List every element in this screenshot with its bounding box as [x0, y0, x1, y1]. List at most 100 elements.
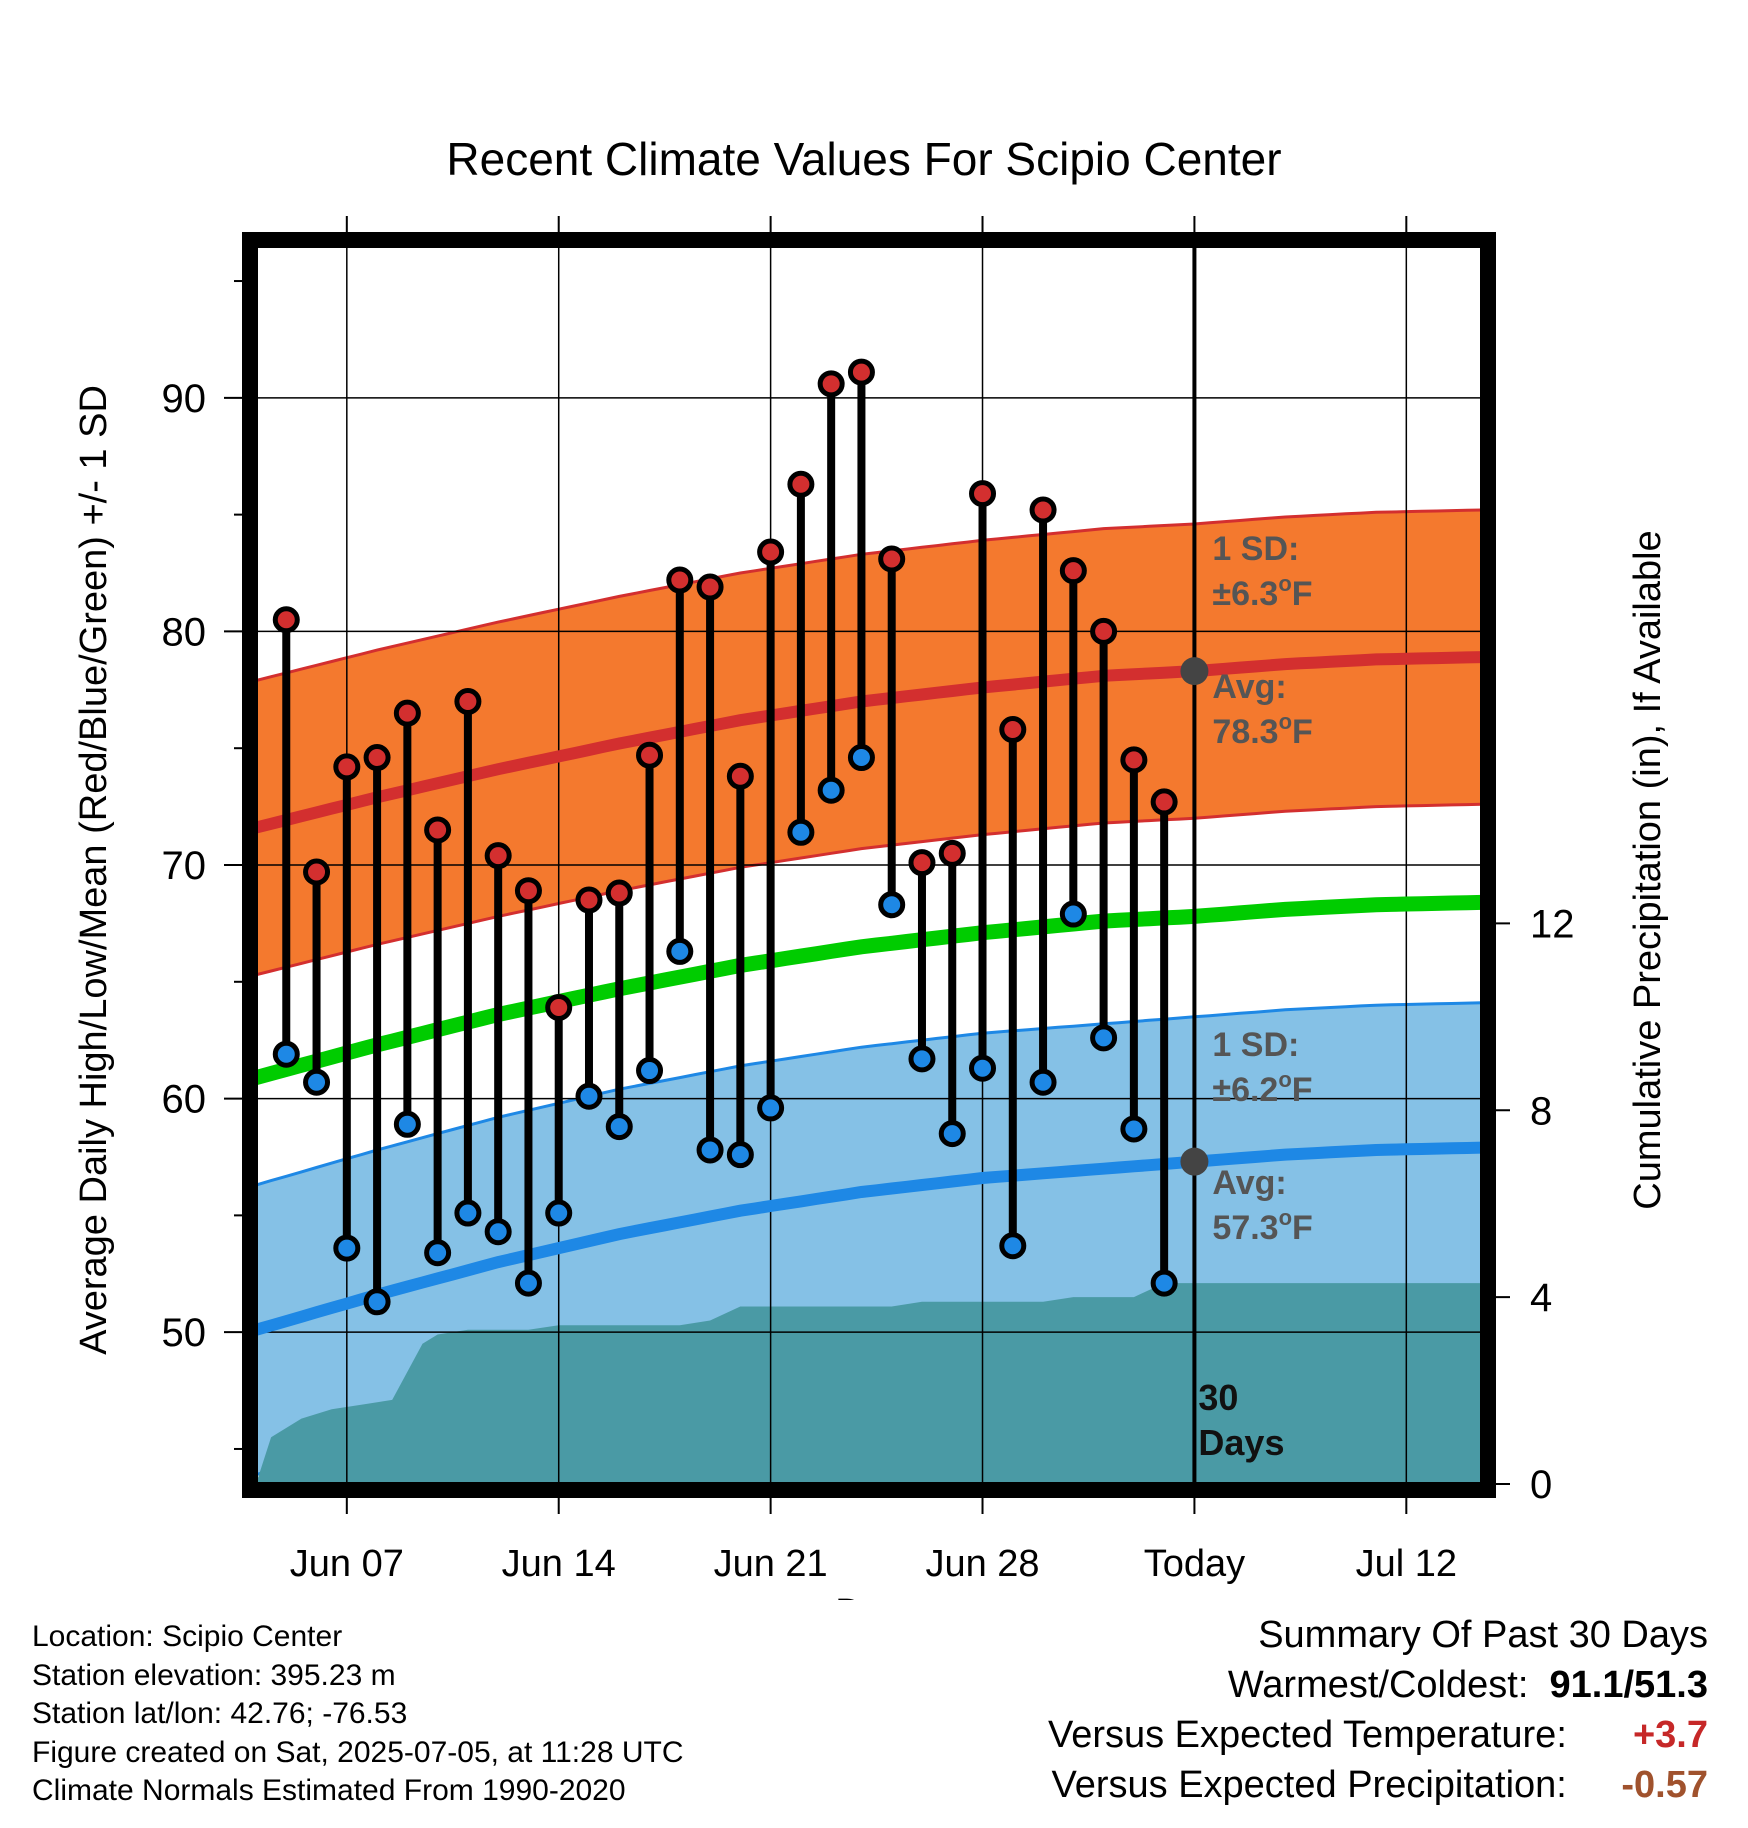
low-point	[938, 1120, 966, 1148]
low-point	[272, 1040, 300, 1068]
low-point	[1059, 900, 1087, 928]
precip-tick-label: 12	[1530, 902, 1575, 946]
x-tick-label: Jun 07	[290, 1543, 404, 1585]
summary-title: Summary Of Past 30 Days	[1258, 1614, 1708, 1656]
x-axis-label: Day	[835, 1592, 903, 1600]
low-point	[484, 1218, 512, 1246]
precip-value: -0.57	[1621, 1764, 1708, 1806]
x-tick-label: Jun 28	[925, 1543, 1039, 1585]
high-point	[303, 858, 331, 886]
station-info: Location: Scipio Center Station elevatio…	[32, 1618, 684, 1811]
high-sd-label: 1 SD:	[1212, 530, 1299, 568]
high-point	[575, 886, 603, 914]
high-point	[424, 816, 452, 844]
warm-cold-row: Warmest/Coldest: 91.1/51.3	[1048, 1660, 1708, 1710]
latlon-text: Station lat/lon: 42.76; -76.53	[32, 1697, 408, 1730]
low-point	[1029, 1068, 1057, 1096]
low-point	[575, 1082, 603, 1110]
y-axis-label-right: Cumulative Precipitation (in), If Availa…	[1627, 530, 1669, 1209]
low-point	[303, 1068, 331, 1096]
precip-row: Versus Expected Precipitation: -0.57	[1048, 1760, 1708, 1810]
high-avg-line	[256, 651, 1482, 834]
high-point	[393, 699, 421, 727]
low-sd-value: ±6.2oF	[1212, 1067, 1312, 1109]
low-point	[363, 1288, 391, 1316]
high-point	[817, 370, 845, 398]
low-point	[454, 1199, 482, 1227]
high-avg-value: 78.3oF	[1212, 709, 1312, 751]
low-avg-label: Avg:	[1212, 1164, 1286, 1202]
low-avg-value: 57.3oF	[1212, 1205, 1312, 1247]
low-point	[424, 1239, 452, 1267]
high-sd-lower-line	[256, 802, 1482, 977]
precip-area	[256, 1283, 1482, 1484]
today-low-marker	[1180, 1147, 1209, 1176]
high-point	[1090, 617, 1118, 645]
high-point	[484, 842, 512, 870]
x-tick-label: Jul 12	[1356, 1543, 1457, 1585]
y-tick-label: 80	[162, 610, 207, 654]
high-point	[999, 716, 1027, 744]
location-text: Location: Scipio Center	[32, 1620, 343, 1653]
normals-text: Climate Normals Estimated From 1990-2020	[32, 1774, 626, 1807]
low-point	[726, 1141, 754, 1169]
mean-avg-line	[256, 894, 1482, 1085]
daily-points	[272, 358, 1178, 1316]
precip-label: Versus Expected Precipitation:	[1051, 1764, 1567, 1806]
low-point	[393, 1110, 421, 1138]
plot-area	[256, 246, 1482, 1484]
low-point	[514, 1269, 542, 1297]
low-point	[847, 744, 875, 772]
low-point	[333, 1234, 361, 1262]
days-word-text: Days	[1198, 1422, 1284, 1463]
warm-cold-value: 91.1/51.3	[1549, 1664, 1708, 1706]
low-point	[878, 891, 906, 919]
y-tick-label: 90	[162, 377, 207, 421]
low-point	[969, 1054, 997, 1082]
high-point	[787, 470, 815, 498]
high-point	[636, 741, 664, 769]
summary-panel: Summary Of Past 30 Days Warmest/Coldest:…	[1048, 1610, 1708, 1810]
high-point	[545, 993, 573, 1021]
today-high-marker	[1180, 657, 1209, 686]
low-point	[605, 1113, 633, 1141]
low-point	[999, 1232, 1027, 1260]
low-point	[1120, 1115, 1148, 1143]
temp-value: +3.7	[1632, 1714, 1708, 1756]
high-point	[757, 538, 785, 566]
low-point	[666, 937, 694, 965]
plot-frame	[242, 232, 1496, 1498]
y-axis-label-left: Average Daily High/Low/Mean (Red/Blue/Gr…	[73, 385, 115, 1355]
elevation-text: Station elevation: 395.23 m	[32, 1658, 396, 1692]
y-tick-label: 50	[162, 1311, 207, 1355]
created-text: Figure created on Sat, 2025-07-05, at 11…	[32, 1735, 684, 1769]
precip-tick-label: 0	[1530, 1463, 1552, 1507]
low-avg-line	[256, 1141, 1482, 1336]
high-point	[696, 573, 724, 601]
precip-tick-label: 4	[1530, 1276, 1552, 1320]
days-count-text: 30	[1198, 1377, 1238, 1418]
temp-row: Versus Expected Temperature: +3.7	[1048, 1710, 1708, 1760]
high-point	[1120, 746, 1148, 774]
precip-tick-label: 8	[1530, 1089, 1552, 1133]
low-point	[757, 1094, 785, 1122]
low-point	[545, 1199, 573, 1227]
low-sd-upper-line	[256, 1001, 1482, 1187]
high-point	[272, 606, 300, 634]
high-point	[938, 839, 966, 867]
high-point	[1029, 496, 1057, 524]
low-point	[1150, 1269, 1178, 1297]
low-point	[636, 1057, 664, 1085]
high-point	[666, 566, 694, 594]
low-point	[787, 818, 815, 846]
x-tick-label: Today	[1144, 1543, 1245, 1585]
low-point	[696, 1136, 724, 1164]
high-point	[333, 753, 361, 781]
high-avg-label: Avg:	[1212, 668, 1286, 706]
high-point	[969, 480, 997, 508]
high-point	[1150, 788, 1178, 816]
high-sd-band	[256, 510, 1482, 975]
